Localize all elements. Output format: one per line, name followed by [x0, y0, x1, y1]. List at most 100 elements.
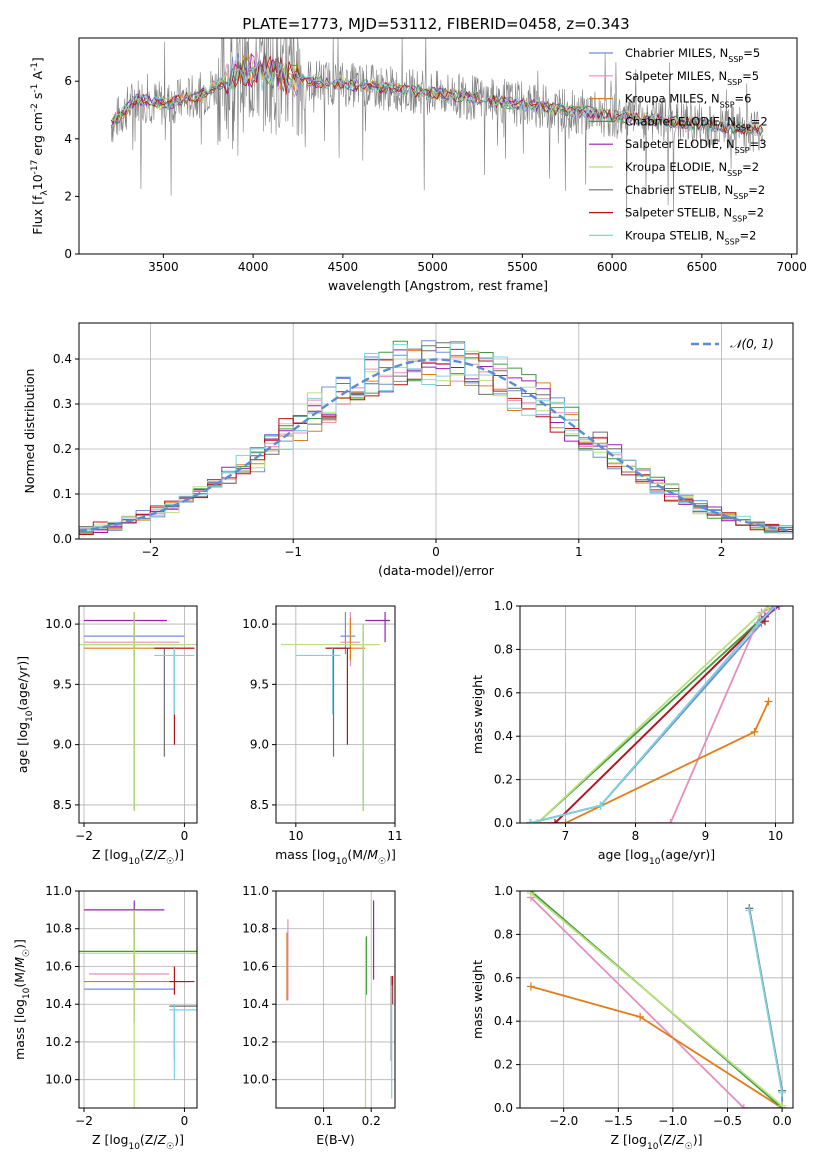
axes-frame: −2 0 10.0 10.2 10.4 10.6 10.8 11.0 Z [log10(Z/Z☉… [12, 884, 198, 1152]
grid [79, 606, 197, 823]
mass-weight-line-salpeter-miles [530, 896, 783, 1108]
axes-frame: −2 −1 0 1 2 0.0 0.1 0.2 0.3 0.4 (data-model)/error… [22, 322, 794, 578]
y-axis-label: age [log10(age/yr)] [15, 656, 35, 773]
x-tick-label: −1.0 [658, 1114, 687, 1128]
y-tick-label: 0 [64, 247, 72, 261]
point-marker-kroupa-miles [764, 697, 773, 706]
y-tick-label: 0.3 [53, 397, 72, 411]
grid [79, 890, 197, 1108]
x-axis-label: Z [log10(Z/Z☉)] [610, 1132, 702, 1152]
legend-label: Chabrier ELODIE, NSSP=2 [625, 114, 768, 131]
x-tick-label: 7000 [776, 260, 807, 274]
axes-frame: 3500 4000 4500 5000 5500 6000 6500 7000 0 2 4 6 wave… [30, 37, 807, 293]
y-tick-label: 10.2 [45, 1035, 72, 1049]
x-tick-label: 7 [562, 829, 570, 843]
histogram-step-salpeter-stelib [79, 353, 793, 535]
plot-area [79, 340, 793, 535]
panel-age_massweight: 7 8 9 10 0.0 0.2 0.4 0.6 0.8 1.0 age [log10(age/yr… [470, 599, 794, 867]
point-marker-kroupa-stelib [771, 606, 780, 610]
x-tick-label: 0.2 [362, 1114, 381, 1128]
y-tick-label: 0.6 [494, 971, 513, 985]
y-tick-label: 1.0 [494, 884, 513, 898]
y-axis-label: Normed distribution [22, 369, 37, 494]
legend-label: Chabrier STELIB, NSSP=2 [625, 183, 765, 201]
y-tick-label: 0.0 [53, 532, 72, 546]
y-tick-label: 0.8 [494, 642, 513, 656]
x-tick-label: 5500 [507, 260, 538, 274]
point-marker-salpeter-elodie [775, 606, 783, 610]
mass-weight-line-kroupa-stelib [530, 606, 777, 823]
plot-area [526, 606, 783, 823]
panel-spectrum: 3500 4000 4500 5000 5500 6000 6500 7000 0 2 4 6 wave… [30, 37, 807, 293]
mass-weight-line-kroupa-elodie [536, 606, 770, 823]
y-tick-label: 0.0 [494, 816, 513, 830]
legend-label: Salpeter MILES, NSSP=5 [625, 69, 759, 87]
x-tick-label: −2 [75, 829, 93, 843]
y-tick-label: 6 [64, 74, 72, 88]
x-tick-label: 0 [181, 829, 189, 843]
point-marker-kroupa-miles [561, 819, 570, 823]
x-tick-label: 3500 [148, 260, 179, 274]
point-marker-kroupa-stelib [526, 819, 535, 823]
point-marker-salpeter-miles [739, 1104, 748, 1108]
x-tick-label: 9 [702, 829, 710, 843]
y-tick-label: 0.1 [53, 487, 72, 501]
y-tick-label: 0.2 [494, 1058, 513, 1072]
plot-area [286, 900, 394, 1108]
grid [79, 323, 793, 540]
x-tick-label: 4000 [238, 260, 269, 274]
x-tick-label: 6000 [597, 260, 628, 274]
y-tick-label: 0.2 [494, 773, 513, 787]
plot-area [79, 900, 197, 1108]
y-tick-label: 0.8 [494, 927, 513, 941]
x-tick-label: 10 [288, 829, 303, 843]
point-marker-kroupa-miles [750, 727, 759, 736]
point-marker-kroupa-miles [636, 1012, 645, 1021]
point-marker-kroupa-elodie [778, 1101, 787, 1108]
point-marker-kroupa-stelib [596, 801, 605, 810]
y-tick-label: 1.0 [494, 599, 513, 613]
x-tick-label: 5000 [417, 260, 448, 274]
y-tick-label: 9.5 [53, 677, 72, 691]
y-tick-label: 10.6 [242, 959, 269, 973]
point-marker-salpeter-miles [666, 819, 675, 823]
point-marker-salpeter-stelib [761, 617, 769, 626]
histogram-step-salpeter-miles [79, 360, 793, 532]
axes-border [275, 605, 396, 824]
axes-frame: −2.0 −1.5 −1.0 −0.5 0.0 0.0 0.2 0.4 0.6 0.8 1.0 Z [… [470, 884, 794, 1152]
x-tick-label: 6500 [687, 260, 718, 274]
y-axis-label: Flux [fλ10-17 erg cm-2 s-1 A-1] [30, 57, 50, 235]
axes-border [519, 890, 794, 1109]
y-tick-label: 4 [64, 132, 72, 146]
point-marker-kroupa-elodie [526, 891, 535, 898]
x-tick-label: 1 [575, 545, 583, 559]
histogram-step-chabrier-stelib [79, 341, 793, 532]
mass-weight-line-kroupa-stelib [748, 910, 783, 1093]
panel-z_mass: −2 0 10.0 10.2 10.4 10.6 10.8 11.0 Z [log10(Z/Z☉… [12, 884, 198, 1152]
y-tick-label: 0.2 [53, 442, 72, 456]
panel-mass_age: 10 11 8.5 9.0 9.5 10.0 mass [log10(M/M☉)] [242, 605, 403, 867]
x-tick-label: 4500 [328, 260, 359, 274]
axes-border [78, 37, 798, 255]
legend-label: Salpeter ELODIE, NSSP=3 [625, 137, 767, 155]
x-tick-label: 0 [432, 545, 440, 559]
x-axis-label: Z [log10(Z/Z☉)] [92, 1132, 184, 1152]
x-tick-label: 11 [387, 829, 402, 843]
y-tick-label: 8.5 [53, 798, 72, 812]
y-axis-label: mass [log10(M/M☉)] [12, 939, 32, 1060]
axes-border [275, 890, 396, 1109]
x-tick-label: −1.5 [604, 1114, 633, 1128]
x-tick-label: 8 [632, 829, 640, 843]
axes-border [78, 890, 198, 1109]
y-tick-label: 11.0 [242, 884, 269, 898]
x-axis-label: wavelength [Angstrom, rest frame] [328, 278, 548, 293]
y-tick-label: 11.0 [45, 884, 72, 898]
panel-z_massweight: −2.0 −1.5 −1.0 −0.5 0.0 0.0 0.2 0.4 0.6 0.8 1.0 Z [… [470, 884, 794, 1152]
legend-label: Kroupa MILES, NSSP=6 [625, 92, 752, 110]
plot-area [110, 38, 764, 219]
normal-curve [79, 358, 793, 533]
y-tick-label: 10.2 [242, 1035, 269, 1049]
axes-frame: 10 11 8.5 9.0 9.5 10.0 mass [log10(M/M☉)] [242, 605, 403, 867]
panel-residuals: −2 −1 0 1 2 0.0 0.1 0.2 0.3 0.4 (data-model)/error… [22, 322, 794, 578]
